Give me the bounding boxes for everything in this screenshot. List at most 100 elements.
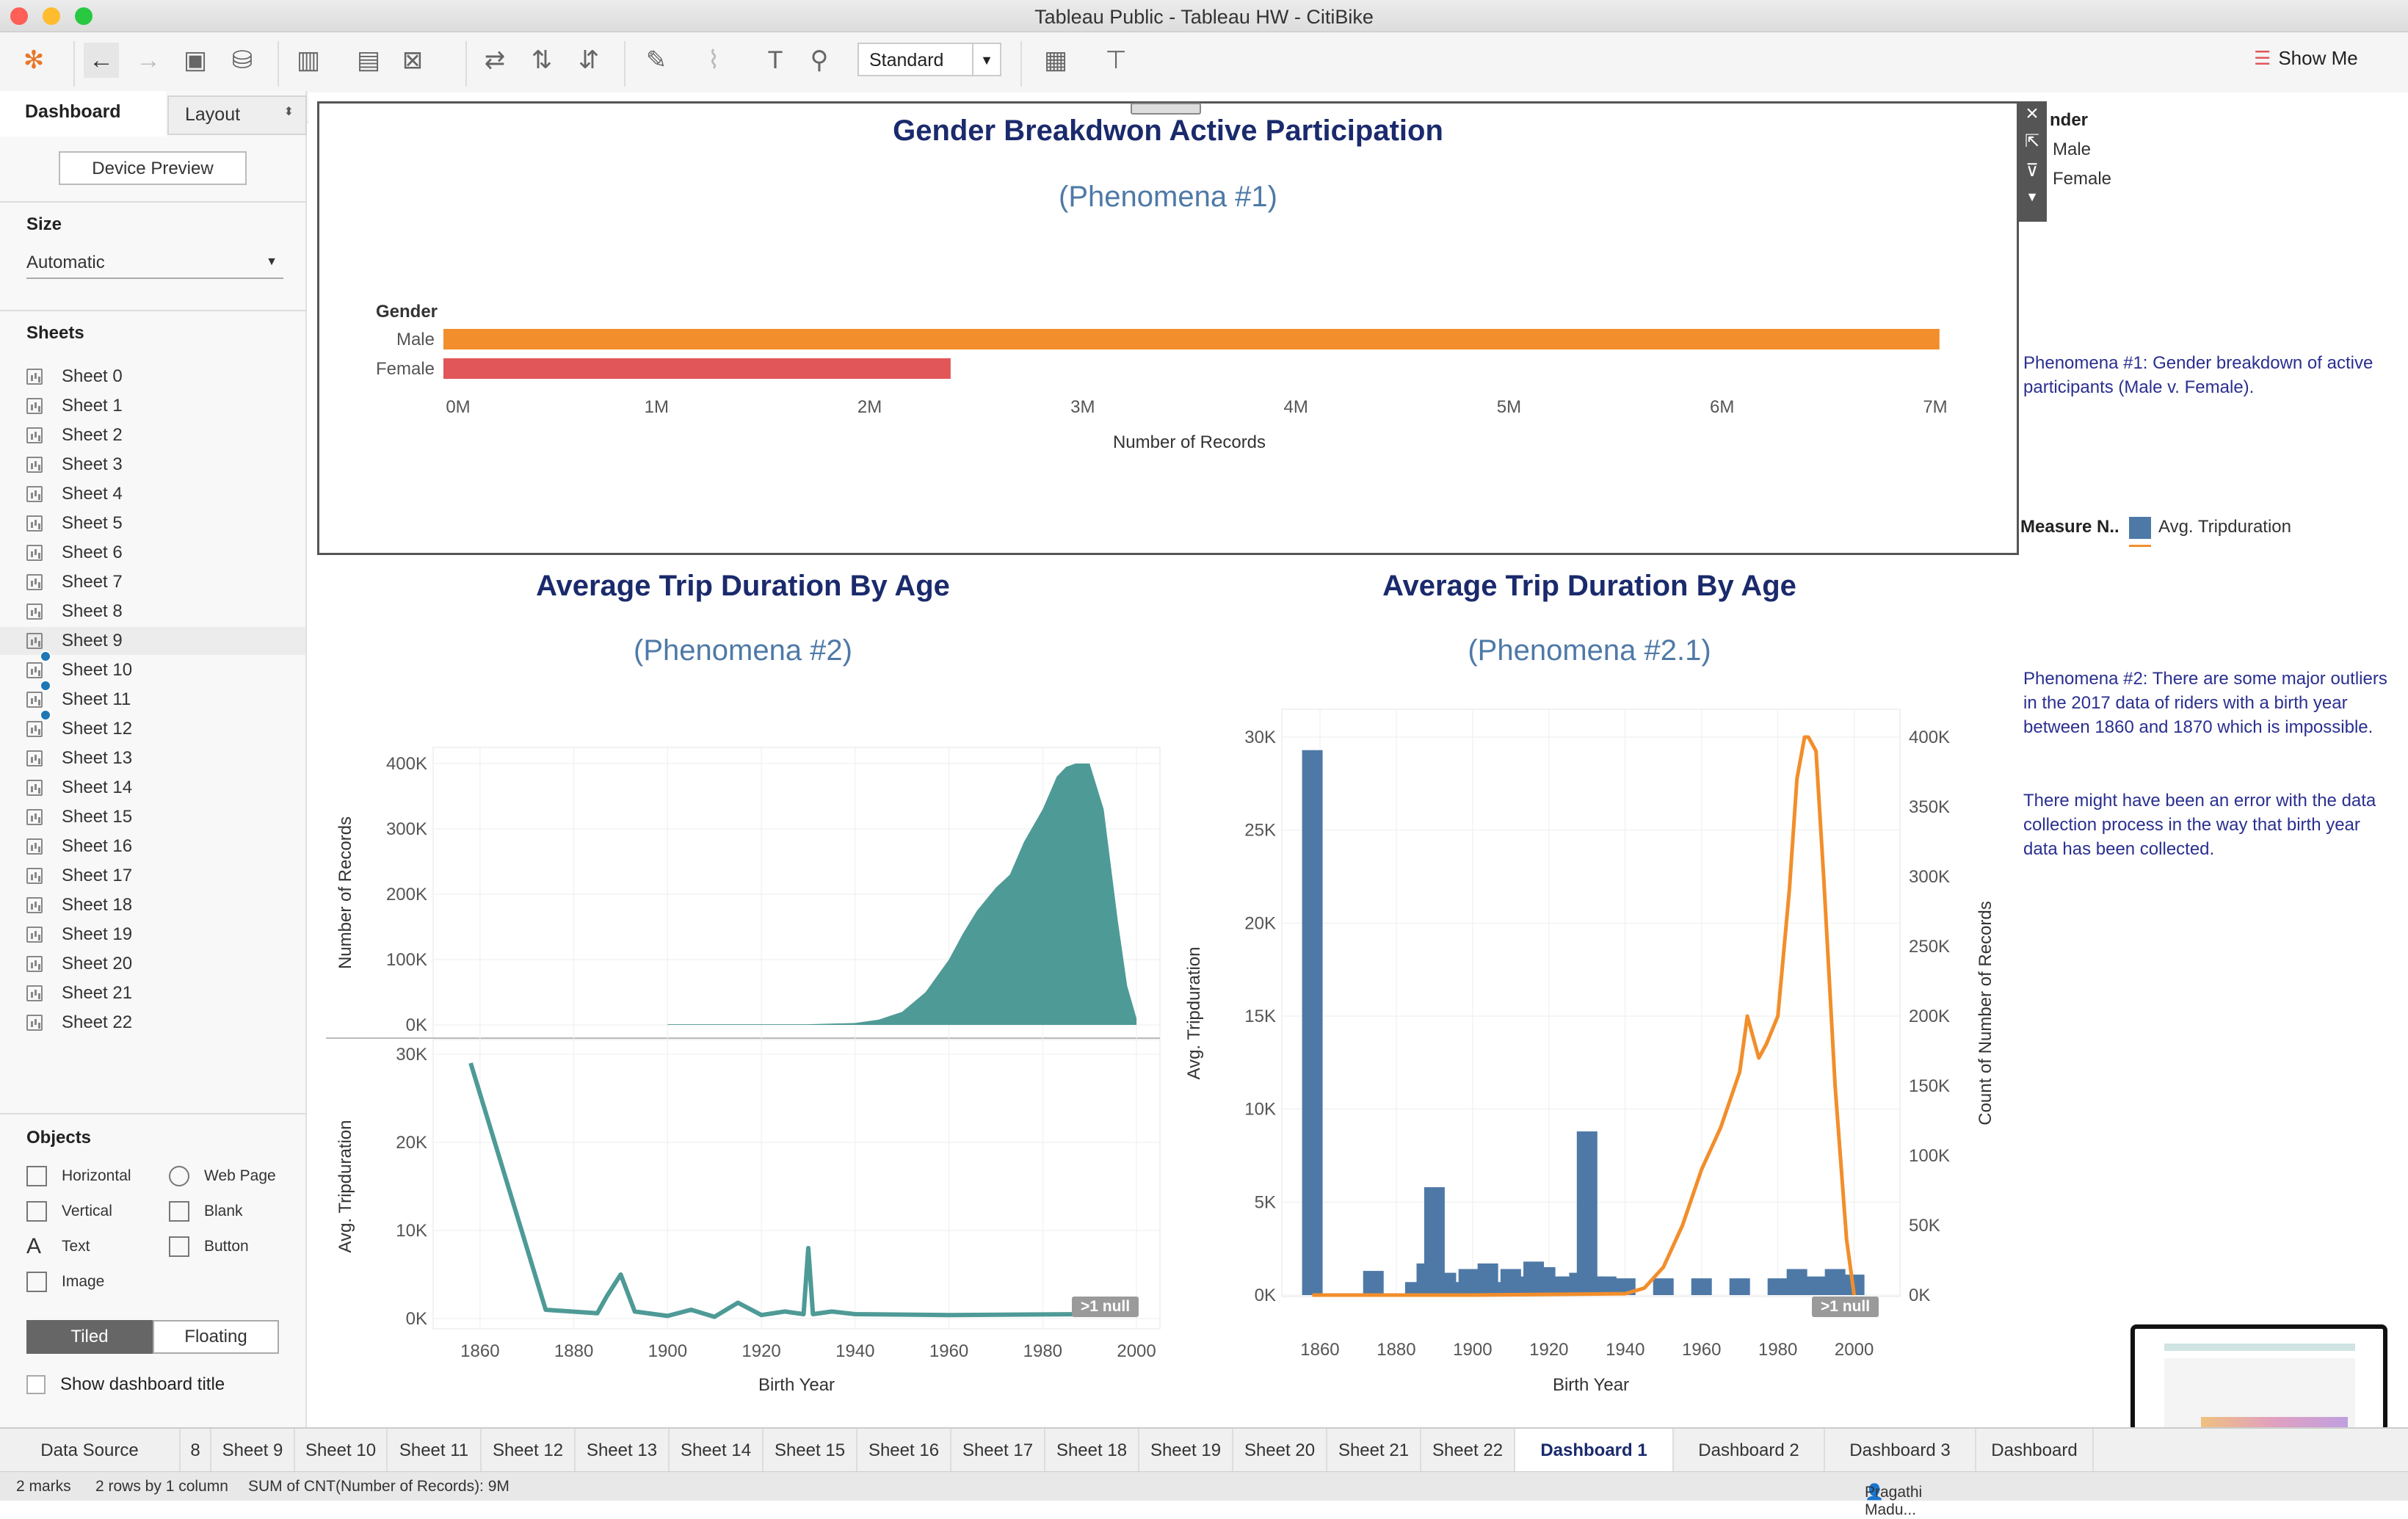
tab-sheet[interactable]: Sheet 13 — [576, 1429, 670, 1471]
group-members-icon[interactable]: ⌇ — [707, 46, 720, 74]
sheet-list-item-label: Sheet 7 — [62, 572, 123, 592]
chart3-y-axis-title-left: Avg. Tripduration — [1184, 947, 1204, 1080]
object-image[interactable]: Image — [26, 1272, 104, 1292]
chart3-null-badge[interactable]: >1 null — [1812, 1297, 1879, 1317]
tab-dashboard[interactable]: Dashboard 1 — [1515, 1429, 1674, 1471]
sort-ascending-icon[interactable]: ⇅ — [531, 46, 553, 74]
sheet-list-item[interactable]: Sheet 11 — [26, 686, 131, 721]
size-dropdown[interactable]: Automatic ▼ — [26, 247, 283, 279]
object-button[interactable]: Button — [169, 1236, 249, 1257]
sheet-list-item[interactable]: Sheet 20 — [26, 950, 132, 978]
sheet-list-item[interactable]: Sheet 2 — [26, 421, 123, 449]
sheet-list-item[interactable]: Sheet 21 — [26, 979, 132, 1007]
worksheet-icon — [26, 545, 43, 561]
sheet-list-item[interactable]: Sheet 14 — [26, 774, 132, 802]
sheet-list-item[interactable]: Sheet 19 — [26, 921, 132, 949]
sheet-list-item[interactable]: Sheet 22 — [26, 1009, 132, 1037]
sheet-list-item[interactable]: Sheet 1 — [26, 392, 123, 420]
clear-sheet-icon[interactable]: ⊠ — [402, 46, 424, 74]
legend-male[interactable]: Male — [2053, 139, 2092, 159]
go-to-sheet-icon[interactable]: ⇱ — [2024, 131, 2040, 151]
tab-sheet[interactable]: Sheet 17 — [951, 1429, 1045, 1471]
sheet-list-item[interactable]: Sheet 15 — [26, 803, 132, 831]
tab-dashboard[interactable]: Dashboard — [0, 91, 166, 137]
legend-avg-tripduration[interactable]: Avg. Tripduration — [2158, 517, 2291, 537]
legend-female[interactable]: Female — [2053, 169, 2112, 189]
highlight-icon[interactable]: ✎ — [645, 46, 667, 74]
close-window-button[interactable] — [10, 7, 28, 25]
tab-sheet[interactable]: Sheet 22 — [1421, 1429, 1515, 1471]
show-cards-icon[interactable]: ▦ — [1043, 46, 1068, 74]
object-vertical[interactable]: Vertical — [26, 1201, 112, 1222]
tab-sheet[interactable]: Sheet 21 — [1327, 1429, 1421, 1471]
sheet-list-item[interactable]: Sheet 4 — [26, 480, 123, 508]
object-horizontal[interactable]: Horizontal — [26, 1166, 131, 1186]
floating-toggle[interactable]: Floating — [153, 1320, 279, 1354]
tab-dashboard[interactable]: Dashboard 2 — [1674, 1429, 1825, 1471]
tab-sheet[interactable]: 8 — [181, 1429, 211, 1471]
tab-sheet[interactable]: Sheet 12 — [482, 1429, 576, 1471]
tab-sheet[interactable]: Sheet 19 — [1139, 1429, 1233, 1471]
show-title-checkbox[interactable]: Show dashboard title — [26, 1374, 225, 1395]
more-options-icon[interactable]: ▼ — [2026, 189, 2039, 204]
sheet-list-item[interactable]: Sheet 7 — [26, 568, 123, 596]
redo-icon[interactable]: → — [136, 46, 161, 74]
sheet-list-item-label: Sheet 2 — [62, 425, 123, 445]
tab-dashboard[interactable]: Dashboard 3 — [1825, 1429, 1976, 1471]
drag-handle[interactable] — [1131, 103, 1201, 115]
swap-rows-columns-icon[interactable]: ⇄ — [484, 46, 506, 74]
sheet-list-item[interactable]: Sheet 10 — [26, 656, 132, 692]
sheet-list-item[interactable]: Sheet 13 — [26, 744, 132, 772]
selected-zone-frame[interactable] — [317, 101, 2019, 555]
tab-sheet[interactable]: Sheet 16 — [857, 1429, 951, 1471]
device-preview-button[interactable]: Device Preview — [59, 151, 247, 185]
chart3-y-tick-right: 50K — [1909, 1216, 1940, 1236]
tab-sheet[interactable]: Sheet 15 — [764, 1429, 857, 1471]
tab-sheet[interactable]: Sheet 14 — [670, 1429, 764, 1471]
object-text[interactable]: A Text — [26, 1236, 90, 1258]
save-icon[interactable]: ▣ — [183, 46, 208, 74]
chart2-y-tick-top: 100K — [386, 950, 427, 970]
tab-layout[interactable]: Layout ⬍ — [167, 95, 307, 135]
tab-data-source[interactable]: Data Source — [0, 1429, 181, 1471]
sort-descending-icon[interactable]: ⇵ — [578, 46, 600, 74]
presentation-mode-icon[interactable]: ⊤ — [1105, 46, 1127, 74]
show-me-button[interactable]: ☰ Show Me — [2254, 47, 2358, 70]
show-mark-labels-icon[interactable]: T — [767, 46, 783, 74]
fit-dropdown[interactable]: Standard ▼ — [857, 43, 1001, 76]
tab-dashboard[interactable]: Dashboard — [1976, 1429, 2094, 1471]
new-worksheet-icon[interactable]: ▥ — [296, 46, 321, 74]
filter-icon[interactable]: ⊽ — [2026, 161, 2039, 181]
sheet-list-item[interactable]: Sheet 0 — [26, 363, 123, 391]
tab-sheet[interactable]: Sheet 11 — [388, 1429, 482, 1471]
duplicate-sheet-icon[interactable]: ▤ — [356, 46, 381, 74]
zoom-window-button[interactable] — [75, 7, 93, 25]
tab-sheet[interactable]: Sheet 18 — [1045, 1429, 1139, 1471]
sheet-list-item[interactable]: Sheet 8 — [26, 598, 123, 626]
tiled-toggle[interactable]: Tiled — [26, 1320, 153, 1354]
pin-axes-icon[interactable]: ⚲ — [810, 46, 829, 74]
chart2-null-badge[interactable]: >1 null — [1072, 1297, 1139, 1317]
tab-sheet[interactable]: Sheet 20 — [1233, 1429, 1327, 1471]
worksheet-icon — [26, 956, 43, 972]
new-datasource-icon[interactable]: ⛁ — [231, 46, 253, 74]
chart3-y-tick-left: 5K — [1255, 1192, 1276, 1212]
tab-sheet[interactable]: Sheet 9 — [211, 1429, 295, 1471]
sheet-list-item[interactable]: Sheet 9 — [0, 627, 305, 662]
sheet-list-item[interactable]: Sheet 16 — [26, 833, 132, 860]
minimize-window-button[interactable] — [43, 7, 60, 25]
remove-icon[interactable]: × — [2026, 101, 2039, 126]
sheet-list-item[interactable]: Sheet 3 — [26, 451, 123, 479]
sheet-list-item[interactable]: Sheet 12 — [26, 715, 132, 743]
sheet-list-item[interactable]: Sheet 17 — [26, 862, 132, 890]
object-web-page[interactable]: Web Page — [169, 1166, 276, 1186]
sheet-list-item[interactable]: Sheet 6 — [26, 539, 123, 567]
sheet-list-item[interactable]: Sheet 5 — [26, 510, 123, 537]
tab-sheet[interactable]: Sheet 10 — [295, 1429, 388, 1471]
object-blank[interactable]: Blank — [169, 1201, 243, 1222]
sheet-list-item-label: Sheet 19 — [62, 924, 133, 944]
undo-icon[interactable]: ← — [84, 43, 119, 78]
chart3-x-tick: 2000 — [1835, 1340, 1874, 1360]
tableau-logo-icon[interactable]: ✻ — [23, 46, 45, 74]
sheet-list-item[interactable]: Sheet 18 — [26, 891, 132, 919]
